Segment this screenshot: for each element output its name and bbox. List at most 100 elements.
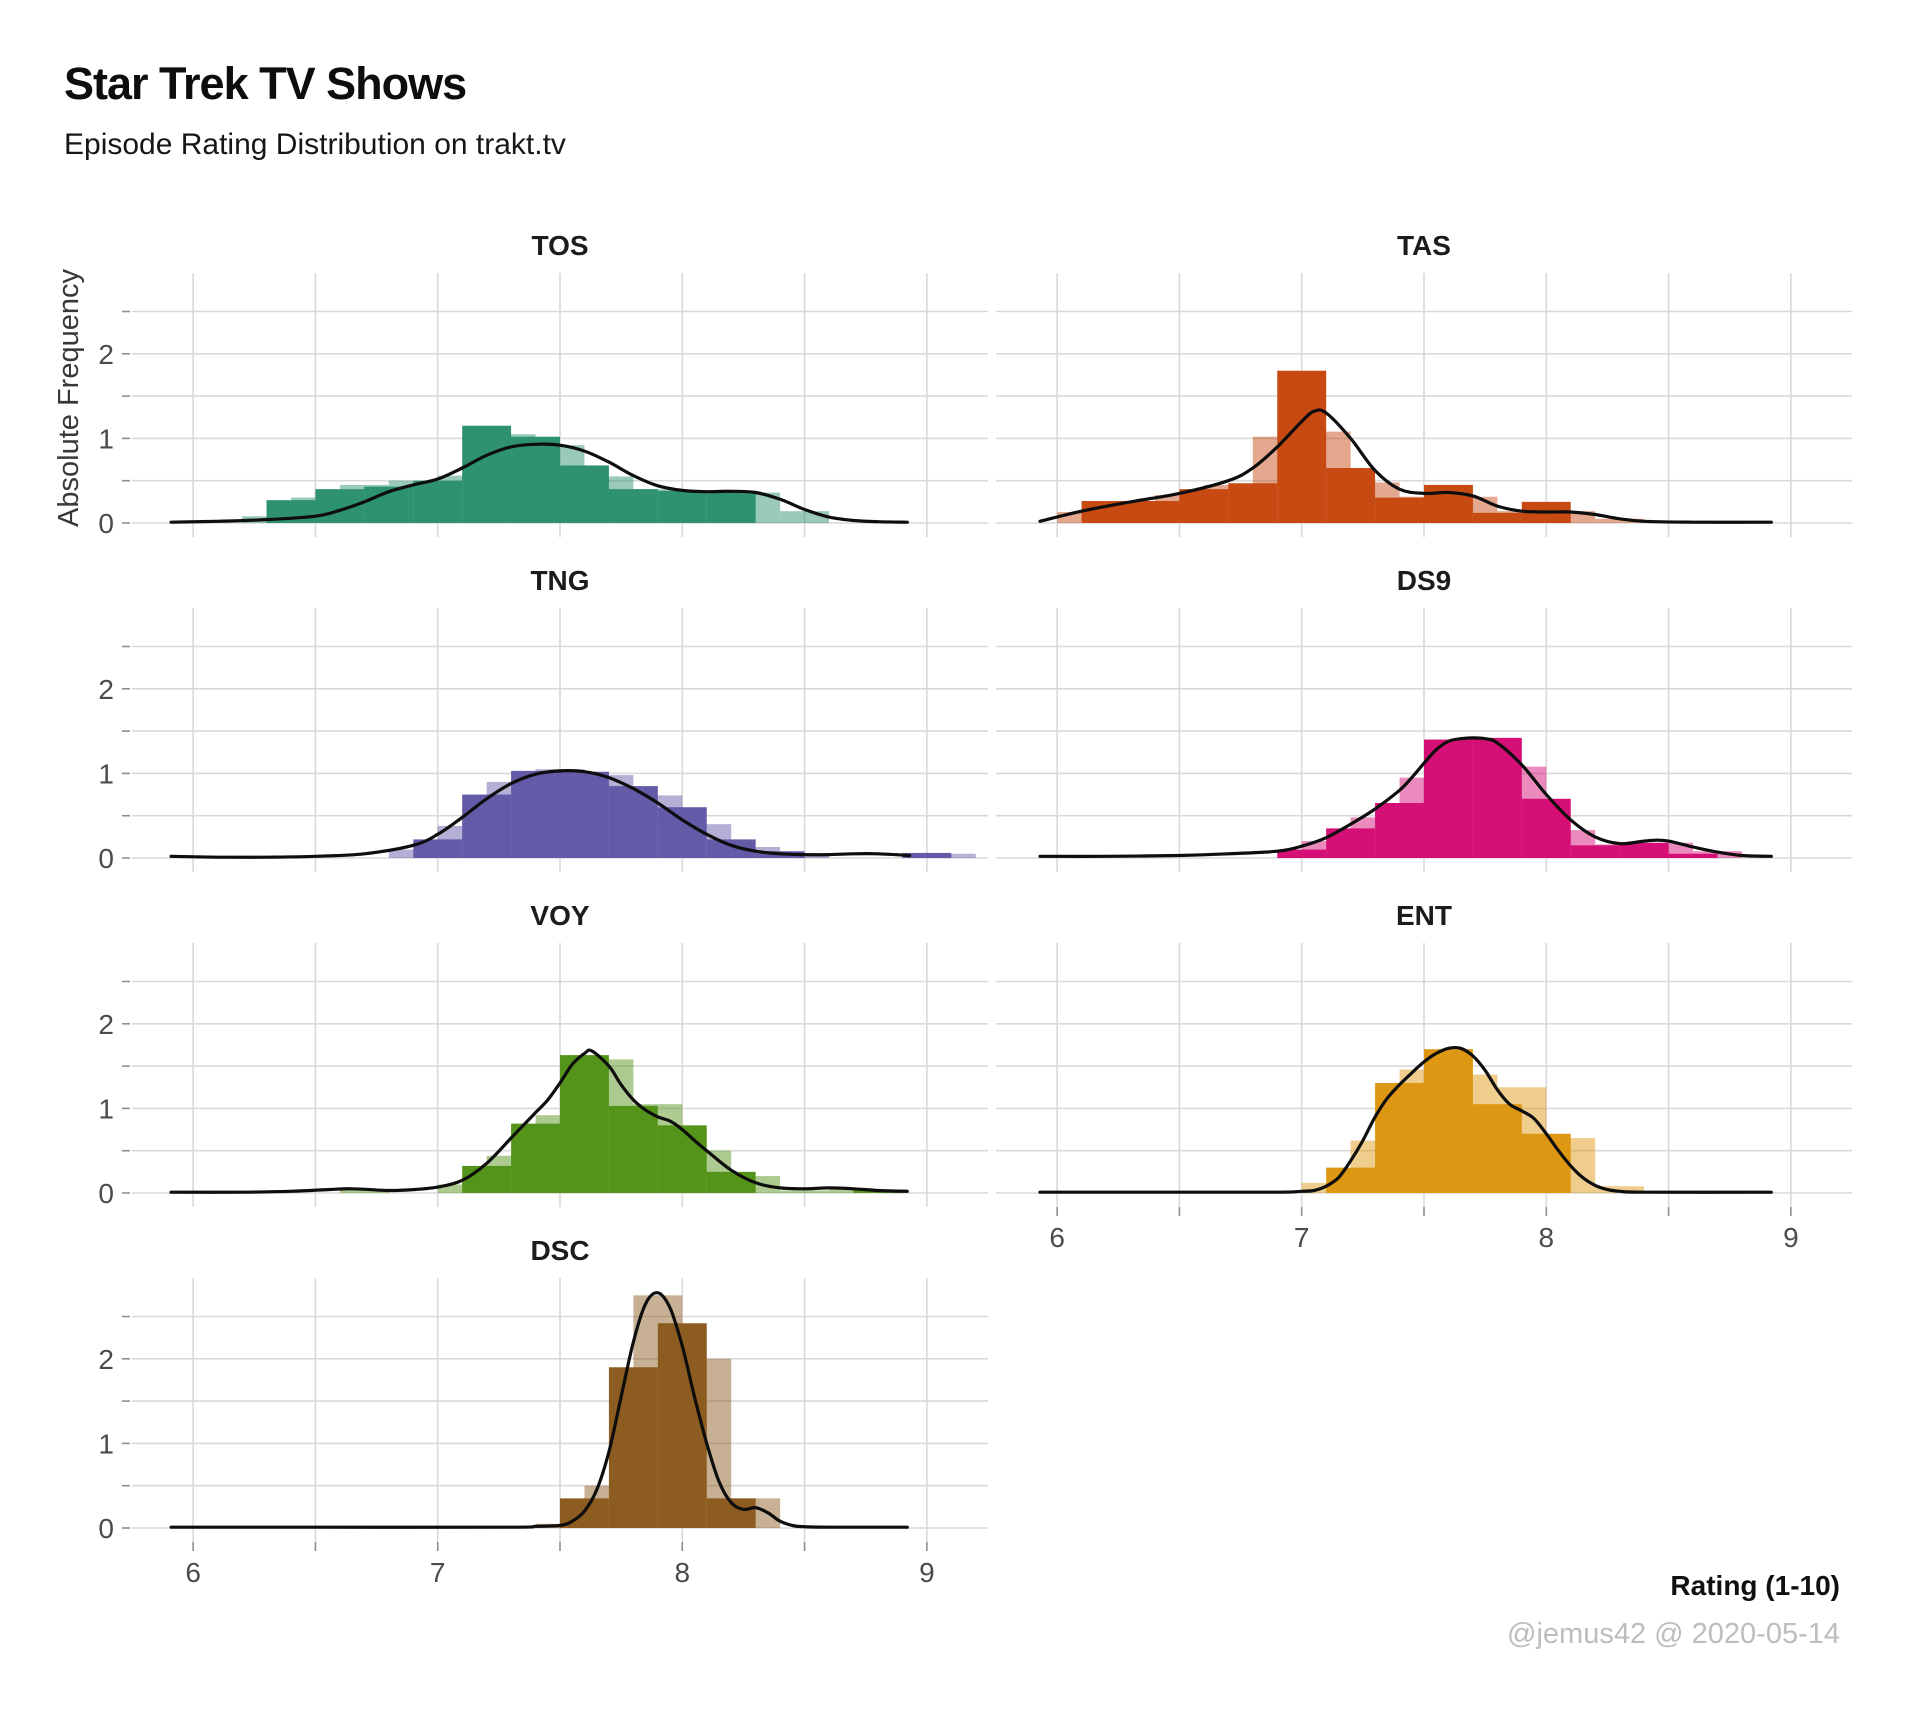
bar [608, 1105, 658, 1193]
histogram-bars-solid [560, 1323, 756, 1528]
bar [462, 425, 512, 523]
density-curve [1038, 1045, 1773, 1194]
bar [1375, 803, 1424, 858]
bar [706, 839, 756, 858]
bar [1424, 484, 1473, 523]
y-axis-title: Absolute Frequency [53, 269, 85, 527]
strip-title: DS9 [1397, 565, 1451, 596]
x-tick-label: 8 [674, 1557, 690, 1588]
y-tick-label: 2 [98, 339, 114, 370]
y-tick-label: 0 [98, 1513, 114, 1544]
bar [339, 1189, 389, 1193]
x-tick-label: 6 [185, 1557, 201, 1588]
bar [706, 1171, 756, 1193]
y-tick-label: 2 [98, 1344, 114, 1375]
gridlines [996, 273, 1852, 537]
bar [1595, 518, 1645, 523]
density-curve [1038, 408, 1773, 524]
bar [1228, 483, 1278, 523]
bar [560, 1055, 609, 1193]
density-curve [169, 1048, 909, 1194]
y-tick-label: 1 [98, 758, 114, 789]
strip-title: TNG [530, 565, 589, 596]
density-curve [1038, 736, 1773, 858]
bar [608, 489, 658, 523]
histogram-bars-solid [1326, 1049, 1571, 1193]
bar [1595, 1186, 1645, 1193]
bar [608, 1367, 658, 1528]
bar [780, 511, 830, 523]
facet-ent: ENT 6 7 8 9 [996, 900, 1852, 1253]
facet-tas: TAS [996, 230, 1852, 537]
bar [1130, 501, 1180, 523]
bar [1521, 798, 1571, 858]
facet-tos: TOS 0 1 2 [98, 230, 988, 539]
bar [413, 839, 463, 858]
bar [1619, 842, 1669, 858]
bar [1375, 497, 1424, 523]
y-tick-label: 1 [98, 423, 114, 454]
facet-dsc: DSC 0 1 2 6 7 8 9 [98, 1235, 988, 1588]
density-curve [169, 1291, 909, 1529]
x-tick-label: 7 [430, 1557, 446, 1588]
bar [1472, 512, 1522, 523]
bar [560, 465, 609, 523]
bar [511, 1123, 560, 1193]
strip-title: VOY [530, 900, 589, 931]
bar [462, 794, 512, 858]
y-tick-label: 1 [98, 1093, 114, 1124]
y-tick-label: 0 [98, 508, 114, 539]
plot-caption: @jemus42 @ 2020-05-14 [1507, 1618, 1840, 1650]
bar [1326, 468, 1376, 523]
histogram-bars-solid [1081, 370, 1571, 523]
y-tick-label: 2 [98, 1009, 114, 1040]
x-tick-label: 8 [1538, 1222, 1554, 1253]
bar [1472, 1104, 1522, 1193]
bar [511, 436, 560, 523]
bar [657, 807, 707, 858]
x-axis-title: Rating (1-10) [1670, 1570, 1840, 1601]
bar [413, 480, 463, 523]
bar [511, 770, 560, 858]
facet-ds9: DS9 [996, 565, 1852, 872]
x-tick-label: 7 [1294, 1222, 1310, 1253]
bar [657, 1323, 707, 1528]
bar [706, 490, 756, 523]
strip-title: TAS [1397, 230, 1451, 261]
bar [1277, 370, 1327, 523]
bar [1375, 1083, 1424, 1193]
histogram-bars-solid [266, 425, 756, 523]
strip-title: TOS [531, 230, 588, 261]
bar [1668, 853, 1718, 858]
bar [1179, 489, 1229, 523]
bar [657, 490, 707, 523]
page-title: Star Trek TV Shows [64, 58, 467, 109]
bar [780, 1190, 830, 1193]
y-tick-label: 1 [98, 1428, 114, 1459]
bar [1081, 501, 1131, 523]
strip-title: DSC [530, 1235, 589, 1266]
facet-tng: TNG 0 1 2 [98, 565, 988, 874]
bar [560, 771, 609, 858]
histogram-bars-solid [413, 770, 952, 858]
bar [902, 852, 952, 858]
bar [1521, 1133, 1571, 1193]
bar [1570, 845, 1620, 858]
y-tick-label: 0 [98, 843, 114, 874]
bar [1424, 1049, 1473, 1193]
density-curve [169, 769, 912, 859]
y-tick-label: 2 [98, 674, 114, 705]
histogram-bars-solid [1277, 737, 1718, 858]
bar [1424, 739, 1473, 858]
bar [1277, 849, 1327, 858]
x-tick-label: 6 [1049, 1222, 1065, 1253]
page-subtitle: Episode Rating Distribution on trakt.tv [64, 128, 566, 161]
facet-voy: VOY 0 1 2 [98, 900, 988, 1209]
density-curve [169, 442, 909, 524]
bar [462, 1165, 512, 1193]
y-tick-label: 0 [98, 1178, 114, 1209]
x-tick-label: 9 [1783, 1222, 1799, 1253]
bar [657, 1125, 707, 1193]
